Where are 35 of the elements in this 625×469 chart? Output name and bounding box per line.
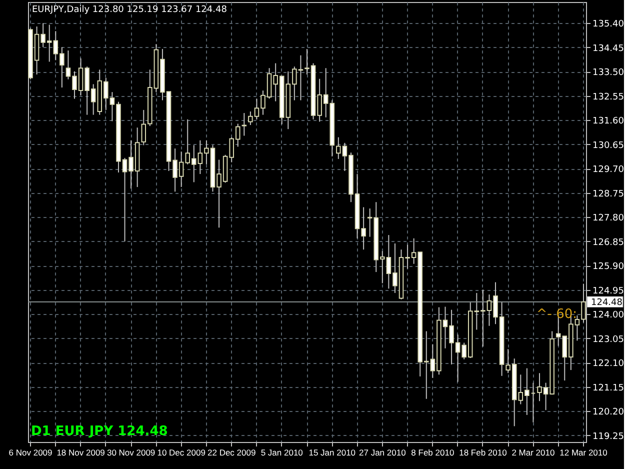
y-tick-label: 120.20 bbox=[592, 408, 624, 418]
y-tick-label: 123.05 bbox=[592, 334, 624, 345]
candlestick bbox=[242, 112, 247, 136]
annotation: D1 EUR JPY 124.48 bbox=[31, 424, 168, 439]
x-tick-label: 22 Dec 2009 bbox=[207, 448, 256, 458]
x-tick-label: 2 Mar 2010 bbox=[512, 448, 555, 458]
x-tick-label: 12 Mar 2010 bbox=[560, 448, 608, 458]
y-tick-label: 128.75 bbox=[592, 189, 624, 200]
x-tick-label: 27 Jan 2010 bbox=[359, 448, 406, 458]
x-tick-label: 6 Nov 2009 bbox=[8, 448, 53, 458]
y-tick-label: 124.95 bbox=[592, 286, 624, 296]
y-tick-label: 133.50 bbox=[592, 68, 624, 78]
y-tick-label: 124.00 bbox=[592, 310, 624, 321]
y-tick-label: 121.15 bbox=[592, 383, 624, 394]
y-tick-label: 126.85 bbox=[592, 238, 624, 248]
y-tick-label: 125.90 bbox=[592, 262, 624, 272]
y-tick-label: 132.55 bbox=[592, 92, 624, 102]
x-tick-label: 5 Jan 2010 bbox=[260, 448, 304, 458]
y-tick-label: 130.65 bbox=[592, 140, 624, 151]
ref-line-label: 124.48 bbox=[591, 298, 623, 308]
annotation: ^- 60: bbox=[536, 306, 577, 322]
y-tick-label: 122.10 bbox=[592, 359, 624, 370]
y-tick-label: 134.45 bbox=[592, 44, 624, 54]
y-tick-label: 131.60 bbox=[592, 116, 624, 127]
x-tick-label: 18 Feb 2010 bbox=[459, 448, 508, 458]
y-tick-label: 127.80 bbox=[592, 214, 624, 224]
x-tick-label: 15 Jan 2010 bbox=[308, 448, 356, 458]
y-tick-label: 135.40 bbox=[592, 20, 624, 30]
x-tick-label: 30 Nov 2009 bbox=[106, 448, 156, 458]
x-tick-label: 8 Feb 2010 bbox=[411, 448, 454, 458]
x-tick-label: 18 Nov 2009 bbox=[56, 448, 106, 458]
chart-title: EURJPY,Daily 123.80 125.19 123.67 124.48 bbox=[32, 5, 228, 15]
x-tick-label: 10 Dec 2009 bbox=[157, 448, 206, 458]
y-tick-label: 119.25 bbox=[592, 432, 624, 442]
y-tick-label: 129.70 bbox=[592, 165, 624, 176]
